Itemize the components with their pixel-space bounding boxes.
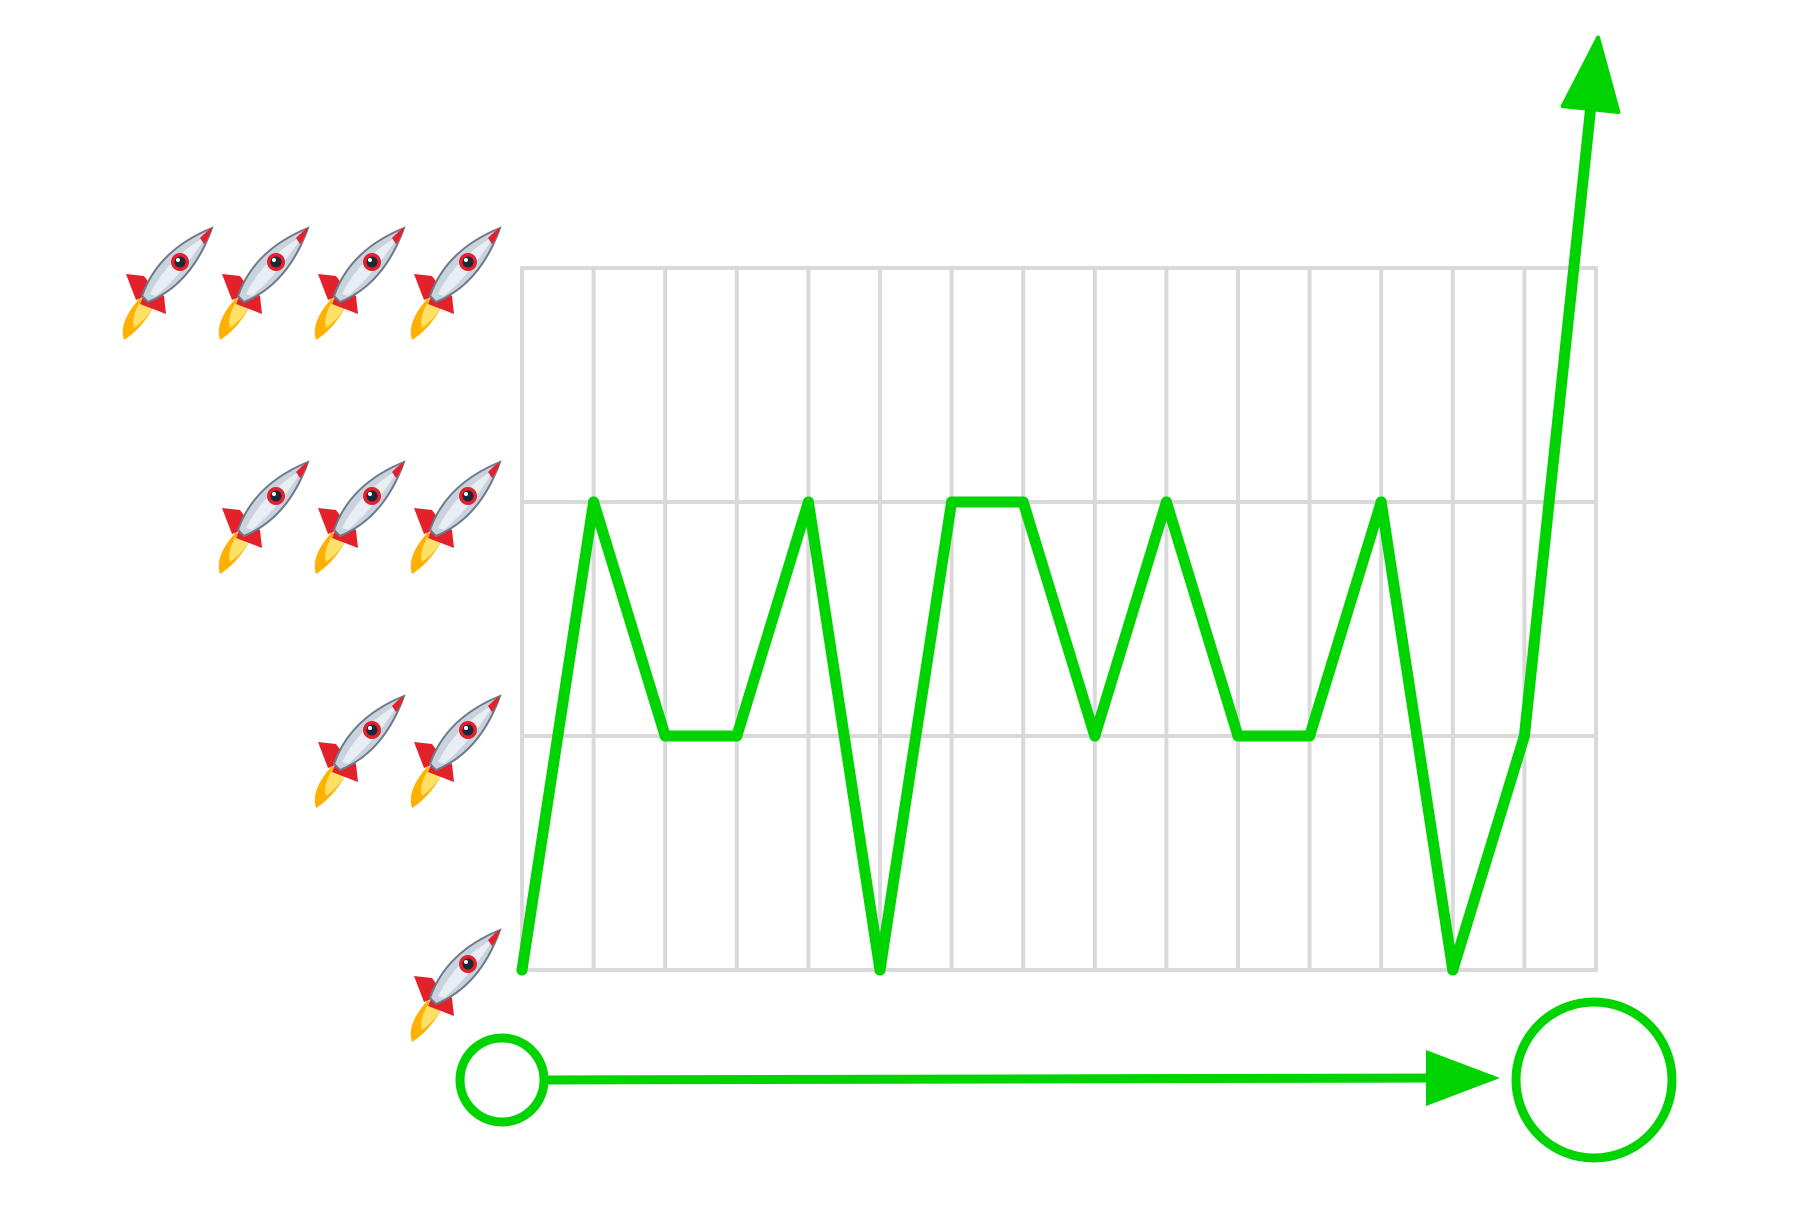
x-axis-arrow-shaft [541,1073,1445,1085]
data-point [731,730,743,742]
data-point [516,964,528,976]
data-point [1447,964,1459,976]
rocket-icon [409,929,501,1043]
data-point [946,496,958,508]
y-axis-rocket-labels [121,227,501,1043]
rocket-icon [313,227,405,341]
data-point [1304,730,1316,742]
series-line [516,51,1602,976]
data-point [1160,496,1172,508]
rocket-icon [313,461,405,575]
data-point [1518,730,1530,742]
large-circle-icon [1511,997,1677,1163]
x-axis-arrow [455,997,1677,1163]
data-point [659,730,671,742]
data-point [1089,730,1101,742]
rocket-icon [121,227,213,341]
x-axis-arrow-head-icon [1426,1050,1500,1106]
y-tick-label-2 [313,695,501,809]
data-point [588,496,600,508]
y-tick-label-4 [121,227,501,341]
y-tick-label-3 [217,461,501,575]
y-tick-label-1 [409,929,501,1043]
trend-arrow-head-icon [1560,35,1621,115]
data-point [802,496,814,508]
data-point [1232,730,1244,742]
rocket-icon [313,695,405,809]
rocket-icon [217,461,309,575]
rocket-icon [409,461,501,575]
small-circle-icon [455,1033,549,1127]
rocket-icon [409,227,501,341]
series-layer [516,35,1621,976]
data-point [1017,496,1029,508]
data-point [874,964,886,976]
data-point [1375,496,1387,508]
rocket-icon [217,227,309,341]
rocket-icon [409,695,501,809]
grid [520,266,1598,972]
